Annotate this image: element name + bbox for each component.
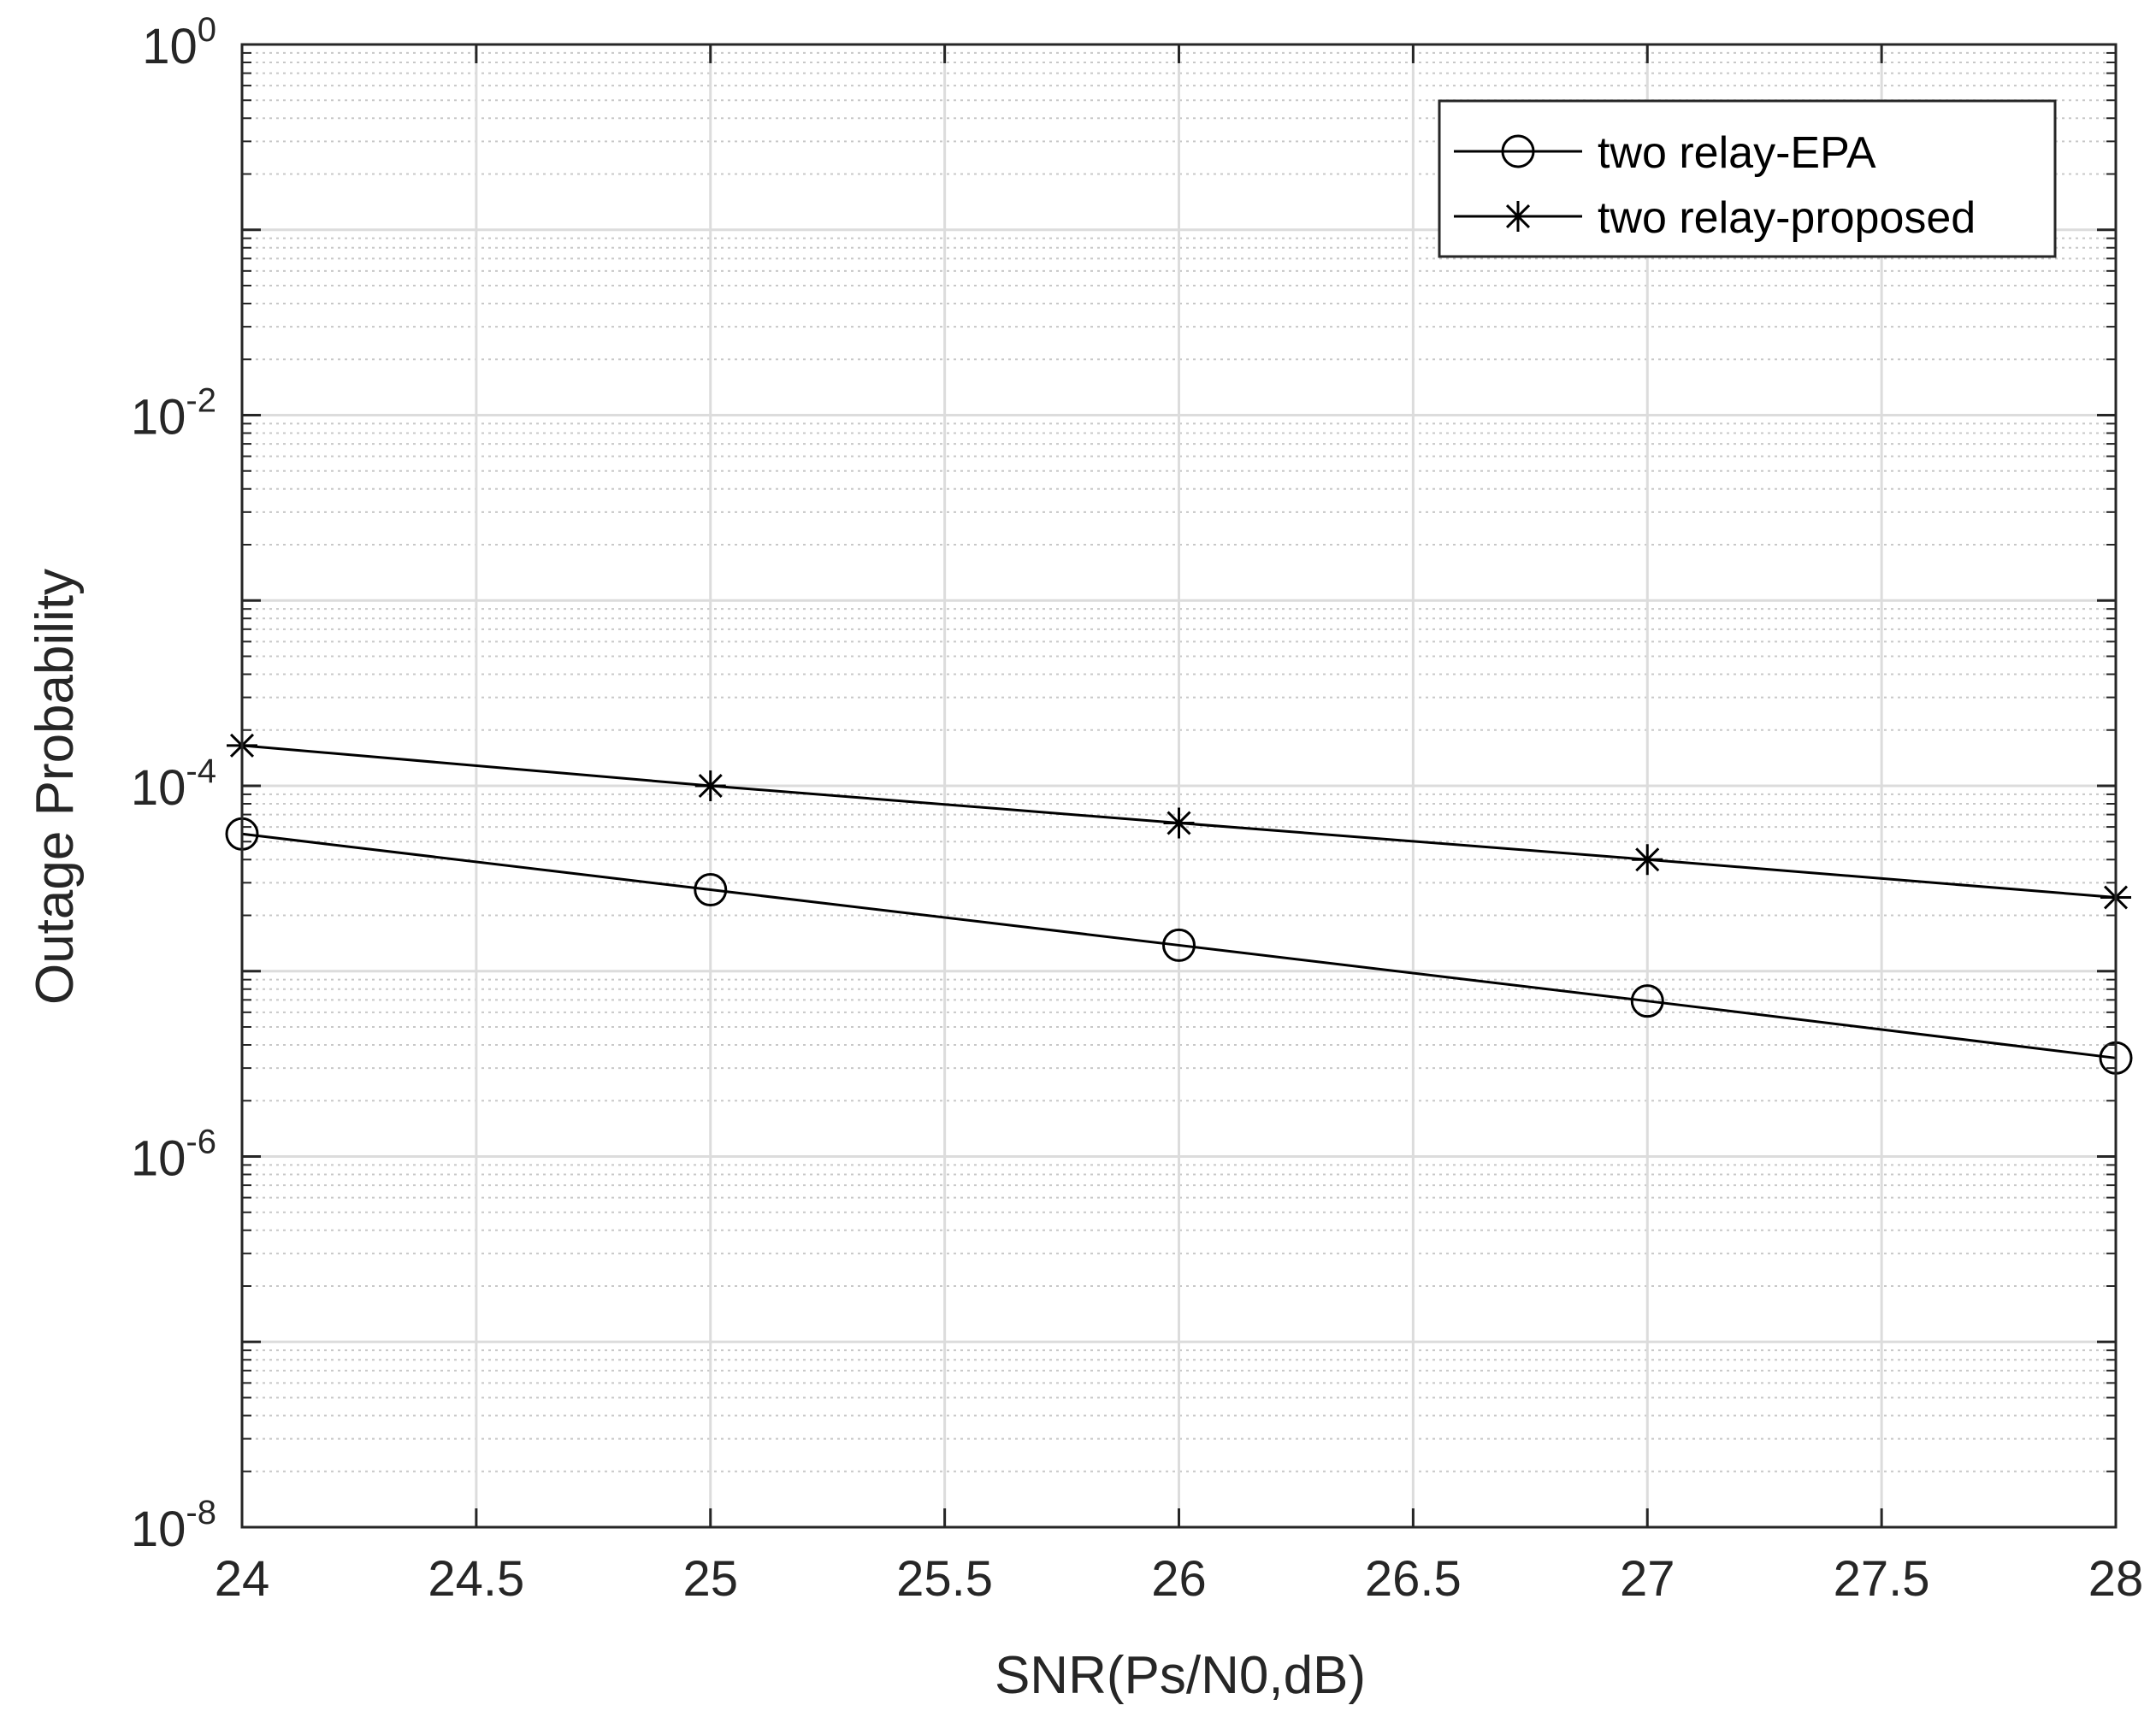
y-tick-base: 10: [131, 760, 186, 816]
x-axis-label: SNR(Ps/N0,dB): [995, 1646, 1366, 1705]
x-tick-label: 28: [2088, 1551, 2144, 1607]
star-stroke: [1505, 204, 1531, 229]
x-tick-label: 27.5: [1834, 1551, 1930, 1607]
star-stroke: [1167, 811, 1191, 835]
x-tick-label: 25.5: [896, 1551, 993, 1607]
y-tick-label: 10-8: [131, 1494, 216, 1557]
legend-entry-proposed: [1454, 201, 1582, 232]
legend-marker-sample: [1503, 201, 1533, 232]
x-tick-label: 25: [682, 1551, 738, 1607]
data-point-marker: [1163, 807, 1195, 839]
legend-marker-sample: [1501, 134, 1535, 168]
y-tick-base: 10: [142, 19, 198, 74]
legend-box: [1438, 99, 2057, 258]
series-layer: [225, 729, 2133, 1075]
y-tick-label: 100: [142, 11, 216, 74]
legend-entry-epa: [1454, 134, 1582, 168]
legend-label-epa: two relay-EPA: [1598, 128, 1876, 178]
y-tick-exponent: -4: [186, 752, 216, 790]
x-tick-label: 27: [1620, 1551, 1675, 1607]
data-point-marker: [694, 770, 726, 801]
data-point-marker: [694, 873, 728, 907]
x-tick-label: 26.5: [1365, 1551, 1462, 1607]
x-tick-label: 24.5: [428, 1551, 524, 1607]
y-tick-base: 10: [131, 1131, 186, 1187]
y-tick-base: 10: [131, 390, 186, 446]
y-tick-label: 10-6: [131, 1124, 216, 1187]
y-tick-exponent: -2: [186, 382, 216, 420]
tick-labels: 24 24.5 25 25.5 26 26.5 27 27.5 2810010-210-410-…: [131, 11, 2143, 1607]
data-point-marker: [1162, 928, 1196, 962]
data-point-marker: [1632, 844, 1663, 876]
y-tick-exponent: -6: [186, 1124, 216, 1161]
star-stroke: [1635, 847, 1660, 872]
y-tick-label: 10-4: [131, 752, 216, 816]
y-tick-exponent: -8: [186, 1494, 216, 1531]
y-tick-exponent: 0: [198, 11, 216, 49]
x-tick-label: 26: [1151, 1551, 1207, 1607]
legend-label-proposed: two relay-proposed: [1598, 193, 1976, 243]
series-line: [241, 832, 2117, 1059]
star-stroke: [698, 773, 723, 799]
y-tick-label: 10-2: [131, 382, 216, 446]
axes: [240, 43, 2118, 1529]
data-point-marker: [1630, 984, 1664, 1018]
y-axis-label: Outage Probability: [26, 569, 85, 1005]
y-tick-base: 10: [131, 1502, 186, 1557]
x-tick-label: 24: [215, 1551, 270, 1607]
legend: two relay-EPA two relay-proposed: [1438, 99, 2057, 258]
